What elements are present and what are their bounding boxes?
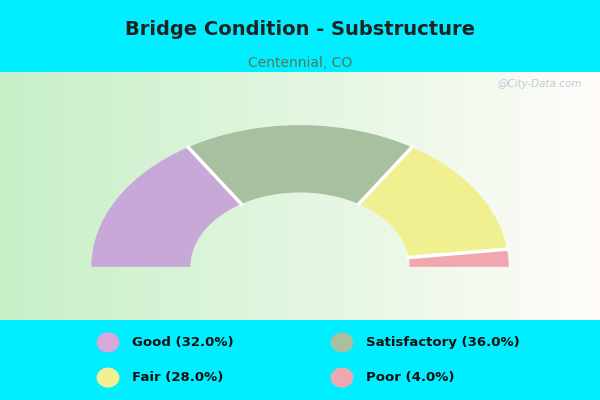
Wedge shape [409,249,509,267]
Ellipse shape [331,368,353,388]
Text: Centennial, CO: Centennial, CO [248,56,352,70]
Text: Fair (28.0%): Fair (28.0%) [132,371,223,384]
Ellipse shape [97,368,119,388]
Text: Good (32.0%): Good (32.0%) [132,336,233,349]
Text: Bridge Condition - Substructure: Bridge Condition - Substructure [125,20,475,39]
Ellipse shape [331,332,353,352]
Wedge shape [188,125,412,204]
Text: @City-Data.com: @City-Data.com [497,80,582,90]
Text: Satisfactory (36.0%): Satisfactory (36.0%) [366,336,520,349]
Text: Poor (4.0%): Poor (4.0%) [366,371,455,384]
Wedge shape [91,147,241,267]
Ellipse shape [97,332,119,352]
Wedge shape [359,147,507,258]
